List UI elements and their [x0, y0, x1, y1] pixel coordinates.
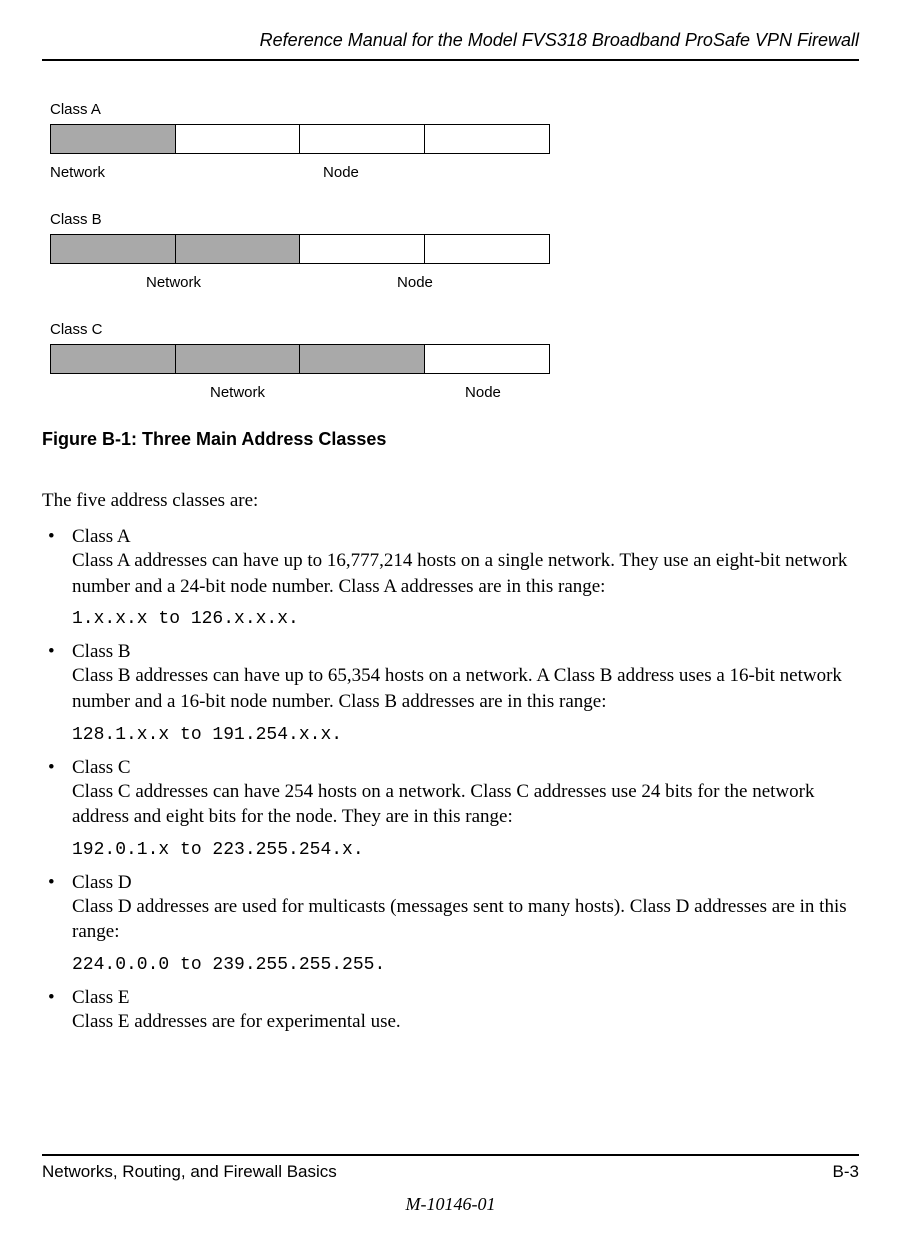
class-desc: Class A addresses can have up to 16,777,… [72, 548, 859, 599]
bar-cell [300, 345, 425, 373]
class-range: 1.x.x.x to 126.x.x.x. [72, 609, 859, 629]
class-range: 128.1.x.x to 191.254.x.x. [72, 725, 859, 745]
network-label: Network [210, 384, 265, 401]
bar-cell [300, 235, 425, 263]
address-classes-diagram: Class A Network Node Class B Network [50, 101, 859, 401]
class-name: Class D [72, 872, 859, 894]
class-b-label: Class B [50, 211, 859, 228]
list-item: Class A Class A addresses can have up to… [42, 526, 859, 629]
bar-cell [51, 345, 176, 373]
bar-cell [425, 125, 550, 153]
bar-cell [425, 345, 550, 373]
bar-cell [176, 345, 301, 373]
class-desc: Class E addresses are for experimental u… [72, 1009, 859, 1035]
figure-caption: Figure B-1: Three Main Address Classes [42, 429, 859, 450]
class-a-group: Class A Network Node [50, 101, 859, 181]
class-a-labels: Network Node [50, 164, 550, 181]
class-range: 192.0.1.x to 223.255.254.x. [72, 840, 859, 860]
class-name: Class C [72, 757, 859, 779]
bar-cell [51, 235, 176, 263]
footer-doc-id: M-10146-01 [42, 1194, 859, 1215]
bar-cell [300, 125, 425, 153]
list-item: Class D Class D addresses are used for m… [42, 872, 859, 975]
intro-text: The five address classes are: [42, 490, 859, 512]
class-name: Class E [72, 987, 859, 1009]
class-c-group: Class C Network Node [50, 321, 859, 401]
class-b-labels: Network Node [50, 274, 550, 291]
footer-page: B-3 [833, 1162, 859, 1182]
class-c-labels: Network Node [50, 384, 550, 401]
class-c-label: Class C [50, 321, 859, 338]
class-b-bar [50, 234, 550, 264]
class-b-group: Class B Network Node [50, 211, 859, 291]
footer-section: Networks, Routing, and Firewall Basics [42, 1162, 337, 1182]
class-c-bar [50, 344, 550, 374]
node-label: Node [465, 384, 501, 401]
network-label: Network [146, 274, 201, 291]
class-name: Class A [72, 526, 859, 548]
class-a-label: Class A [50, 101, 859, 118]
list-item: Class E Class E addresses are for experi… [42, 987, 859, 1035]
page-header-title: Reference Manual for the Model FVS318 Br… [42, 30, 859, 51]
class-list: Class A Class A addresses can have up to… [42, 526, 859, 1035]
class-a-bar [50, 124, 550, 154]
node-label: Node [397, 274, 433, 291]
node-label: Node [323, 164, 359, 181]
class-range: 224.0.0.0 to 239.255.255.255. [72, 955, 859, 975]
list-item: Class B Class B addresses can have up to… [42, 641, 859, 744]
bar-cell [425, 235, 550, 263]
bar-cell [176, 235, 301, 263]
bar-cell [176, 125, 301, 153]
footer-rule [42, 1154, 859, 1156]
class-name: Class B [72, 641, 859, 663]
page-footer: Networks, Routing, and Firewall Basics B… [42, 1154, 859, 1215]
bar-cell [51, 125, 176, 153]
class-desc: Class D addresses are used for multicast… [72, 894, 859, 945]
header-rule [42, 59, 859, 61]
class-desc: Class B addresses can have up to 65,354 … [72, 663, 859, 714]
class-desc: Class C addresses can have 254 hosts on … [72, 779, 859, 830]
list-item: Class C Class C addresses can have 254 h… [42, 757, 859, 860]
network-label: Network [50, 164, 105, 181]
